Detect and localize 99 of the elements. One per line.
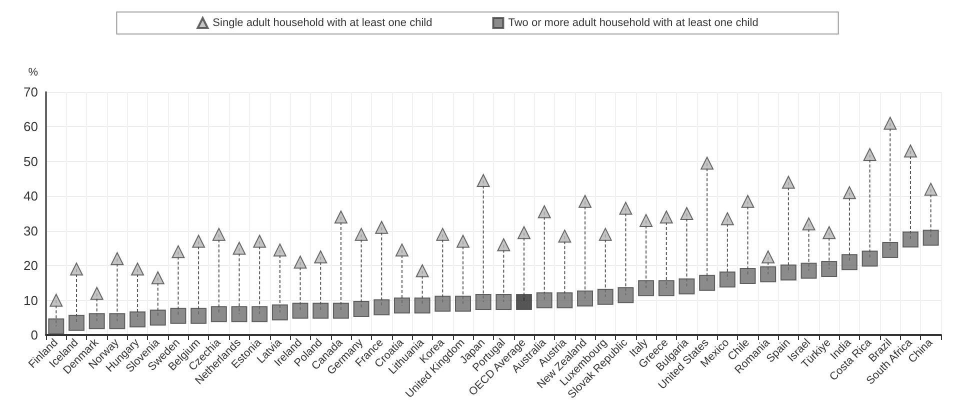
- point: [212, 228, 226, 241]
- y-tick-label: 20: [24, 258, 38, 274]
- point: [680, 207, 694, 220]
- point: [821, 261, 838, 278]
- point: [434, 296, 451, 312]
- y-tick-label: 40: [24, 188, 38, 204]
- point: [780, 264, 796, 281]
- y-axis-title: %: [28, 66, 38, 78]
- point: [638, 280, 654, 296]
- point: [210, 306, 227, 322]
- point: [740, 268, 756, 284]
- legend-label: Two or more adult household with at least one child: [508, 17, 758, 29]
- point: [70, 262, 84, 276]
- point: [375, 220, 388, 234]
- point: [700, 156, 714, 170]
- point: [882, 242, 898, 258]
- y-tick-label: 70: [24, 84, 38, 100]
- point: [841, 254, 858, 270]
- point: [720, 212, 734, 226]
- point: [862, 250, 878, 267]
- y-tick-label: 30: [24, 223, 38, 238]
- point: [252, 306, 268, 322]
- point: [884, 116, 897, 130]
- point: [88, 313, 105, 330]
- point: [699, 274, 716, 291]
- point: [170, 308, 186, 324]
- y-tick-label: 50: [24, 154, 38, 169]
- point: [272, 304, 288, 320]
- point: [658, 280, 674, 296]
- point: [538, 205, 551, 218]
- point: [719, 271, 736, 288]
- point: [374, 299, 390, 316]
- point: [231, 306, 248, 322]
- point: [334, 210, 348, 224]
- point: [678, 278, 695, 294]
- y-tick-label: 0: [30, 328, 38, 342]
- point: [110, 252, 124, 266]
- point: [90, 286, 104, 300]
- point: [353, 300, 370, 317]
- point: [497, 238, 510, 252]
- point: [536, 292, 552, 308]
- point: [292, 302, 308, 319]
- point: [762, 250, 775, 264]
- y-tick-label: 60: [24, 119, 38, 134]
- point: [294, 256, 307, 269]
- point: [782, 176, 795, 189]
- point: [109, 313, 126, 330]
- point: [131, 262, 144, 276]
- point: [273, 243, 286, 256]
- point: [741, 194, 754, 208]
- point: [50, 294, 63, 307]
- point: [518, 226, 531, 240]
- point: [416, 264, 429, 278]
- point: [800, 262, 817, 279]
- point: [475, 294, 492, 310]
- point: [151, 271, 164, 284]
- point: [556, 292, 573, 308]
- point: [192, 234, 206, 248]
- point: [172, 245, 185, 258]
- point: [924, 182, 938, 196]
- point: [577, 290, 594, 307]
- point: [802, 217, 816, 230]
- point: [842, 186, 856, 200]
- point: [496, 294, 512, 310]
- point: [48, 318, 64, 334]
- point: [760, 266, 776, 282]
- point: [476, 174, 490, 188]
- point: [150, 310, 166, 326]
- point: [314, 250, 328, 264]
- point: [618, 287, 634, 304]
- legend-label: Single adult household with at least one child: [212, 17, 432, 29]
- point: [904, 144, 917, 158]
- point: [822, 226, 836, 240]
- point: [640, 214, 653, 227]
- point: [332, 302, 349, 319]
- point: [395, 243, 408, 256]
- point: [558, 230, 572, 243]
- y-tick-label: 10: [24, 292, 38, 308]
- point: [902, 232, 918, 248]
- point: [454, 296, 471, 312]
- point: [414, 297, 430, 314]
- point: [394, 297, 410, 314]
- point: [516, 294, 532, 310]
- point: [130, 311, 146, 328]
- point: [354, 228, 368, 241]
- point: [436, 228, 450, 241]
- point: [253, 234, 266, 248]
- point: [456, 234, 470, 248]
- point: [597, 288, 614, 305]
- point: [863, 148, 876, 161]
- point: [312, 302, 329, 319]
- point: [578, 194, 592, 208]
- point: [232, 242, 246, 255]
- point: [619, 202, 632, 215]
- point: [190, 308, 207, 324]
- point: [598, 228, 612, 241]
- point: [922, 230, 939, 246]
- point: [68, 314, 85, 331]
- point: [660, 210, 673, 224]
